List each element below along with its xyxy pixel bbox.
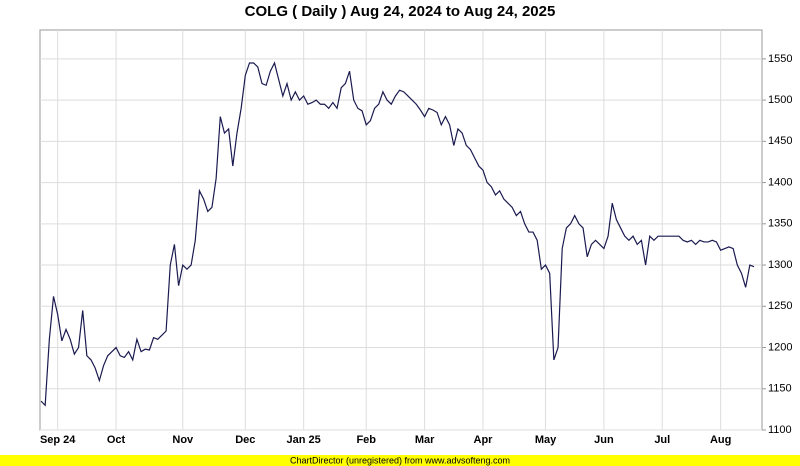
y-tick-label: 1150 <box>768 383 792 395</box>
y-tick-label: 1100 <box>768 424 792 436</box>
x-tick-label: Mar <box>415 434 435 446</box>
plot-area <box>39 29 763 431</box>
x-tick-label: Aug <box>710 434 731 446</box>
y-tick-label: 1500 <box>768 94 792 106</box>
y-tick-label: 1400 <box>768 176 792 188</box>
x-tick-label: Jan 25 <box>287 434 321 446</box>
x-tick-label: Jun <box>594 434 614 446</box>
footer-bar <box>0 455 800 466</box>
x-tick-label: Sep 24 <box>40 434 76 446</box>
footer: ChartDirector (unregistered) from www.ad… <box>290 455 510 465</box>
chart-title: COLG ( Daily ) Aug 24, 2024 to Aug 24, 2… <box>245 3 556 20</box>
x-tick-label: Dec <box>235 434 255 446</box>
y-tick-label: 1450 <box>768 135 792 147</box>
y-tick-label: 1250 <box>768 300 792 312</box>
x-tick-label: Oct <box>107 434 126 446</box>
y-tick-label: 1300 <box>768 259 792 271</box>
x-tick-label: Apr <box>474 434 494 446</box>
price-line <box>40 61 755 407</box>
x-tick-label: May <box>535 434 557 446</box>
x-tick-label: Nov <box>172 434 194 446</box>
y-tick-label: 1550 <box>768 53 792 65</box>
x-tick-label: Jul <box>654 434 670 446</box>
x-tick-label: Feb <box>356 434 376 446</box>
y-tick-label: 1200 <box>768 341 792 353</box>
y-tick-label: 1350 <box>768 218 792 230</box>
